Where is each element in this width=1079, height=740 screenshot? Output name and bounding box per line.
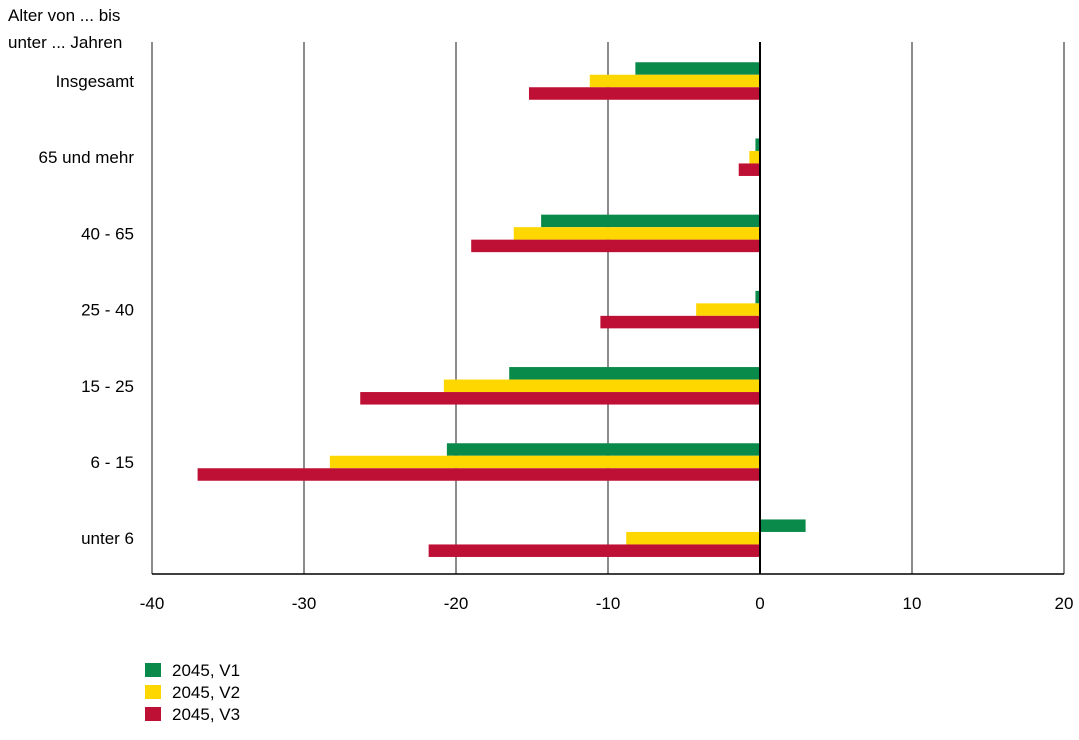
bars xyxy=(197,62,806,557)
category-label-4: 15 - 25 xyxy=(81,377,134,396)
bar-series-2-category-2 xyxy=(513,227,760,240)
category-label-1: 65 und mehr xyxy=(39,148,135,167)
legend: 2045, V1 2045, V2 2045, V3 xyxy=(145,661,240,724)
x-tick-label-2: -20 xyxy=(444,594,469,613)
bar-series-2-category-6 xyxy=(626,531,760,545)
bar-series-2-category-3 xyxy=(696,303,760,316)
bar-series-3-category-1 xyxy=(738,163,760,176)
bar-series-3-category-2 xyxy=(471,239,760,253)
bar-series-3-category-5 xyxy=(197,468,761,481)
legend-swatch-2 xyxy=(145,685,161,699)
category-label-5: 6 - 15 xyxy=(91,453,134,472)
y-axis-title-line-1: Alter von ... bis xyxy=(8,6,120,25)
x-tick-label-0: -40 xyxy=(140,594,165,613)
legend-swatch-1 xyxy=(145,663,161,677)
labels: Alter von ... bis unter ... Jahren Insge… xyxy=(8,6,134,548)
legend-label-2: 2045, V2 xyxy=(172,683,240,702)
legend-swatch-3 xyxy=(145,707,161,721)
bar-series-1-category-3 xyxy=(755,290,760,304)
bar-series-1-category-5 xyxy=(446,443,760,456)
bar-series-1-category-2 xyxy=(541,214,760,228)
grid-lines xyxy=(151,42,1065,574)
bar-series-2-category-0 xyxy=(589,74,760,88)
bar-series-1-category-6 xyxy=(760,519,806,532)
x-tick-label-3: -10 xyxy=(596,594,621,613)
bar-series-1-category-4 xyxy=(509,367,760,380)
axes: -40 -30 -20 -10 0 10 20 xyxy=(140,42,1074,613)
bar-series-1-category-0 xyxy=(635,62,760,75)
x-tick-label-4: 0 xyxy=(755,594,764,613)
bar-series-2-category-1 xyxy=(749,150,760,164)
bar-series-2-category-4 xyxy=(443,379,760,393)
bar-series-2-category-5 xyxy=(329,455,760,469)
x-tick-label-1: -30 xyxy=(292,594,317,613)
category-label-3: 25 - 40 xyxy=(81,301,134,320)
bar-series-3-category-6 xyxy=(428,544,760,557)
x-tick-label-6: 20 xyxy=(1055,594,1074,613)
bar-series-1-category-1 xyxy=(755,138,760,151)
x-tick-label-5: 10 xyxy=(903,594,922,613)
bar-series-3-category-3 xyxy=(600,315,760,329)
y-axis-title-line-2: unter ... Jahren xyxy=(8,33,122,52)
legend-label-3: 2045, V3 xyxy=(172,705,240,724)
bar-series-3-category-0 xyxy=(528,87,760,100)
legend-label-1: 2045, V1 xyxy=(172,661,240,680)
category-label-0: Insgesamt xyxy=(56,72,135,91)
category-label-2: 40 - 65 xyxy=(81,224,134,243)
category-label-6: unter 6 xyxy=(81,529,134,548)
bar-series-3-category-4 xyxy=(360,392,760,405)
